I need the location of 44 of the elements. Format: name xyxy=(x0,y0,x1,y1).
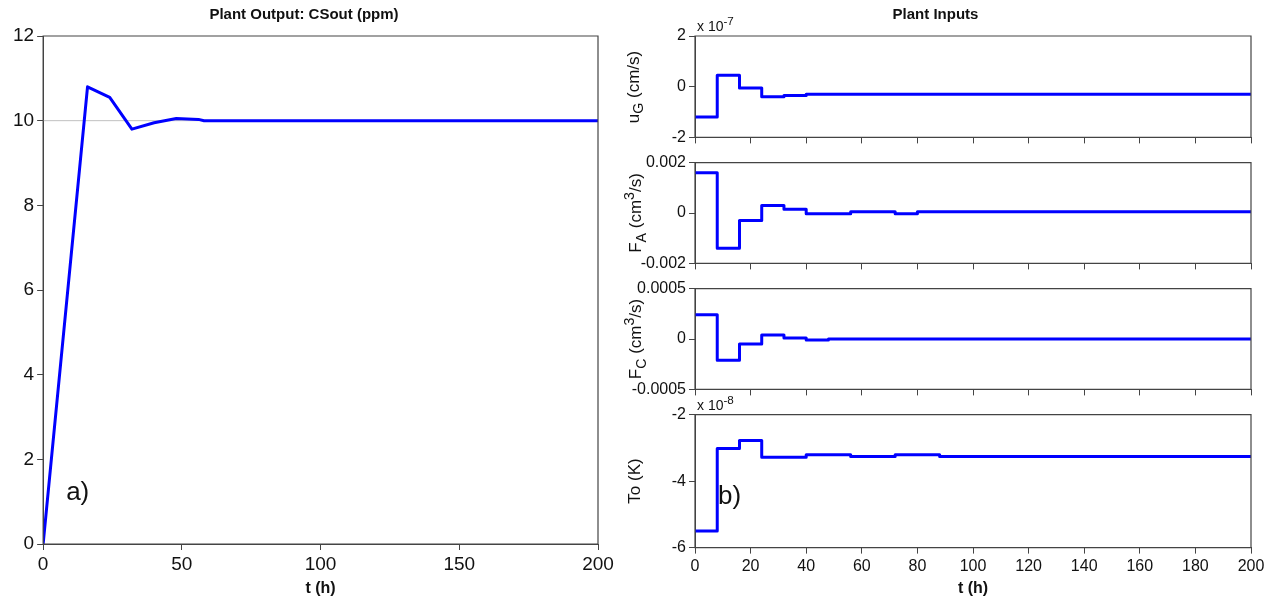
x-tick-label: 150 xyxy=(443,552,476,574)
x-tick-label: 120 xyxy=(1015,556,1043,574)
x-tick-label: 0 xyxy=(690,556,700,574)
y-tick-label: 8 xyxy=(23,193,35,215)
x-tick-label: 0 xyxy=(37,552,49,574)
y-tick-label: 4 xyxy=(23,362,35,384)
y-axis-title: To (K) xyxy=(625,458,645,504)
y-tick-label: 0.002 xyxy=(645,153,687,171)
annotation: a) xyxy=(66,476,90,507)
x-tick-label: 40 xyxy=(797,556,816,574)
x-tick-label: 200 xyxy=(1237,556,1265,574)
chart-title: Plant Output: CSout (ppm) xyxy=(209,5,399,23)
y-tick-label: 0 xyxy=(677,203,687,221)
y-tick-label: 0 xyxy=(23,532,35,554)
y-tick-label: 2 xyxy=(677,26,687,44)
y-tick-label: -4 xyxy=(671,471,687,489)
y-tick-label: -2 xyxy=(671,405,687,423)
x-tick-label: 200 xyxy=(582,552,614,574)
y-tick-label: 0.0005 xyxy=(637,279,687,297)
text: x 10$^{-7}$ xyxy=(697,14,734,34)
y-tick-label: 10 xyxy=(12,108,35,130)
y-tick-label: 12 xyxy=(12,24,35,46)
x-tick-label: 140 xyxy=(1070,556,1098,574)
y-tick-label: -0.0005 xyxy=(631,379,687,397)
y-tick-label: -6 xyxy=(671,538,687,556)
y-tick-label: 0 xyxy=(677,77,687,95)
x-tick-label: 100 xyxy=(959,556,987,574)
x-tick-label: 50 xyxy=(171,552,193,574)
x-tick-label: 160 xyxy=(1126,556,1154,574)
x-tick-label: 60 xyxy=(852,556,871,574)
annotation: b) xyxy=(718,479,742,511)
x-tick-label: 80 xyxy=(908,556,927,574)
y-tick-label: -0.002 xyxy=(640,253,687,271)
text: x 10$^{-8}$ xyxy=(697,392,734,413)
x-tick-label: 180 xyxy=(1182,556,1209,574)
y-tick-label: -2 xyxy=(671,127,687,145)
x-axis-title: t (h) xyxy=(305,578,336,596)
chart-title: Plant Inputs xyxy=(892,5,979,23)
y-tick-label: 6 xyxy=(23,278,35,300)
x-tick-label: 20 xyxy=(741,556,760,574)
x-axis-title: t (h) xyxy=(957,578,989,596)
x-tick-label: 100 xyxy=(304,552,337,574)
y-tick-label: 2 xyxy=(23,447,35,469)
y-tick-label: 0 xyxy=(677,329,687,347)
